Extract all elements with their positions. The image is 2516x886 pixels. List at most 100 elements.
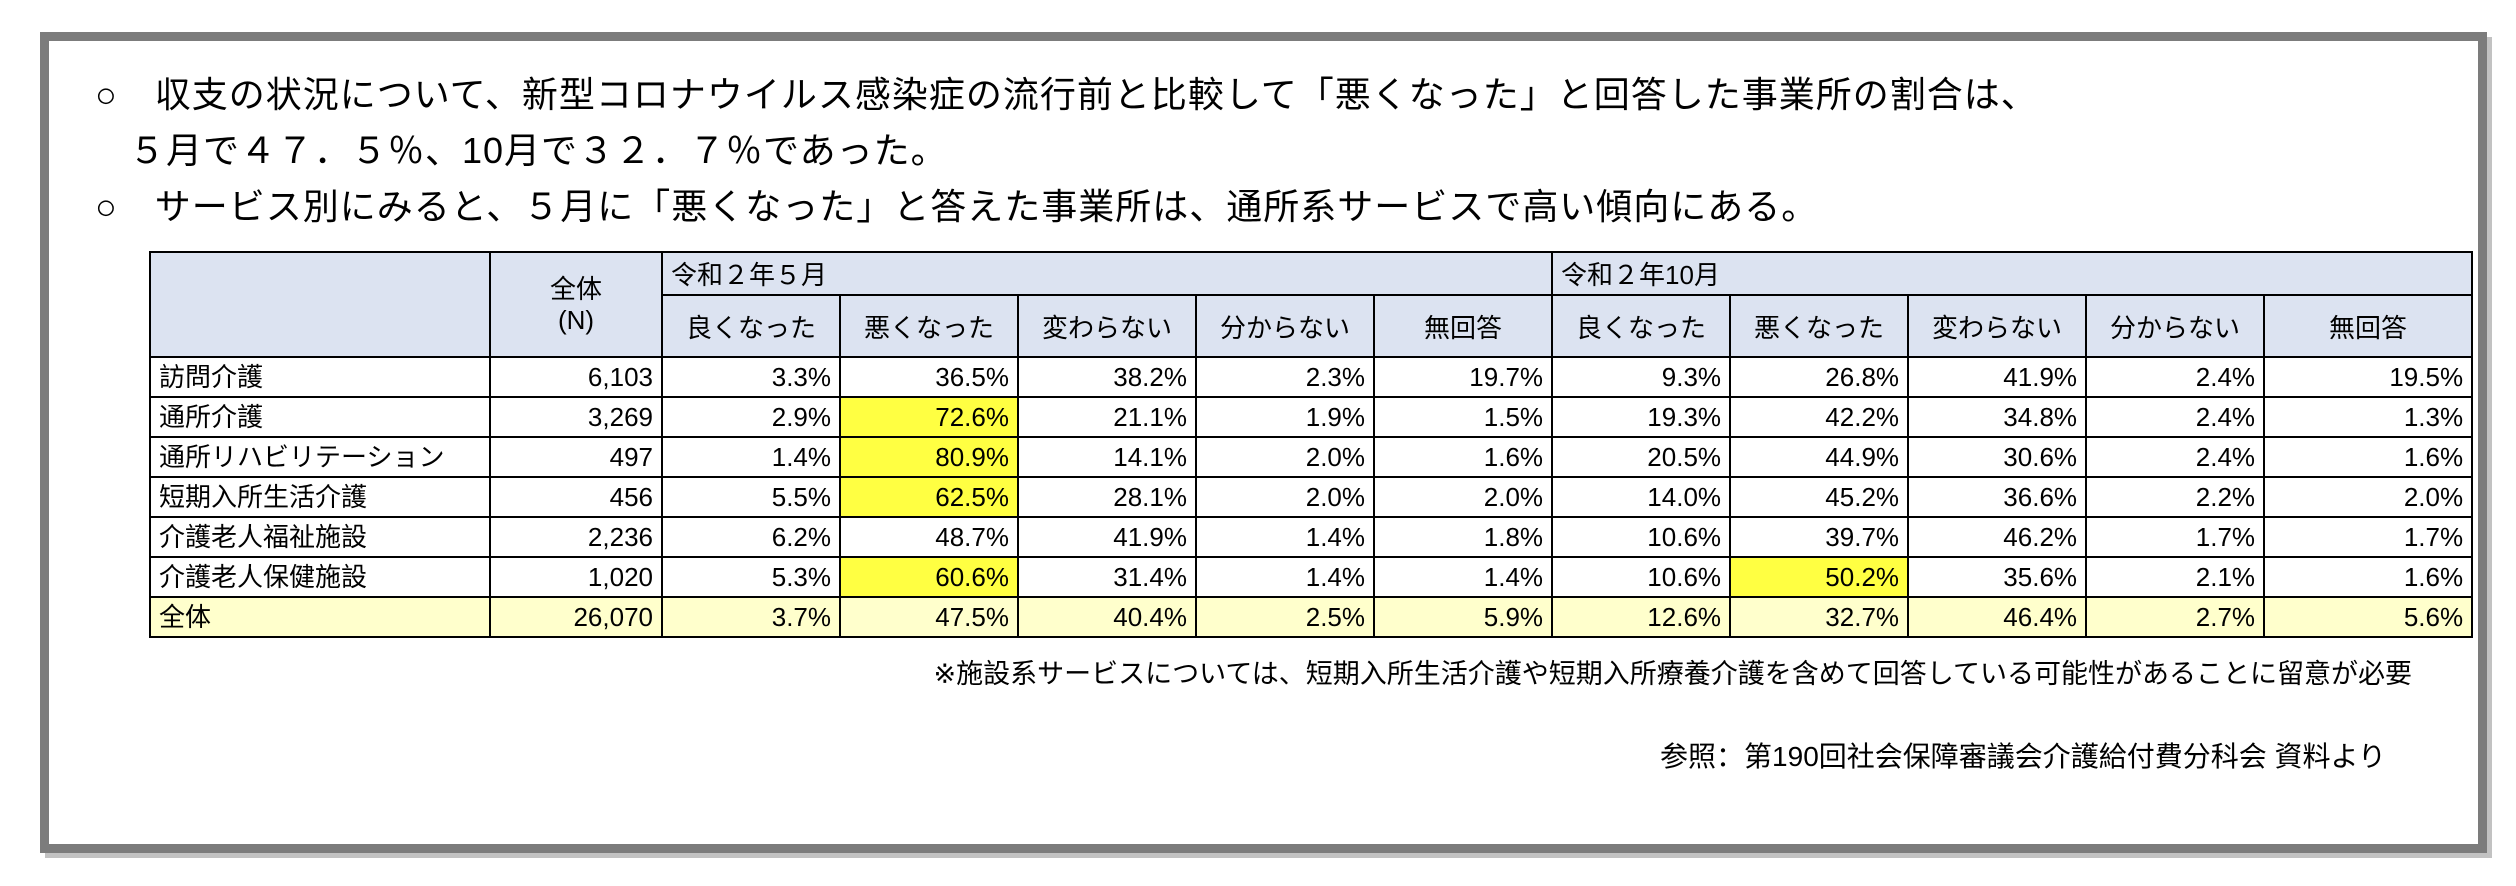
percent-cell-oct-3: 2.4% bbox=[2085, 356, 2266, 398]
percent-cell-may-2: 31.4% bbox=[1017, 556, 1197, 598]
table-row: 通所介護 3,269 2.9% 72.6% 21.1% 1.9% 1.5% 19.3% 42.2… bbox=[149, 396, 2474, 438]
survey-table-body: 訪問介護 6,103 3.3% 36.5% 38.2% 2.3% 19.7% 9.3% 26.8… bbox=[149, 356, 2474, 638]
percent-cell-oct-0: 9.3% bbox=[1551, 356, 1732, 398]
column-header-oct-4: 無回答 bbox=[2263, 294, 2474, 358]
bullet-1-line-2: ５月で４７．５％、10月で３２．７％であった。 bbox=[129, 130, 948, 171]
percent-cell-may-1: 62.5% bbox=[839, 476, 1019, 518]
n-value: 26,070 bbox=[489, 596, 663, 638]
percent-cell-oct-2: 41.9% bbox=[1907, 356, 2088, 398]
percent-cell-oct-0: 10.6% bbox=[1551, 556, 1732, 598]
percent-cell-may-2: 28.1% bbox=[1017, 476, 1197, 518]
footnote: ※施設系サービスについては、短期入所生活介護や短期入所療養介護を含めて回答してい… bbox=[933, 659, 2412, 689]
table-row: 介護老人福祉施設 2,236 6.2% 48.7% 41.9% 1.4% 1.8% 10.6%… bbox=[149, 516, 2474, 558]
percent-cell-may-4: 1.4% bbox=[1372, 556, 1554, 598]
table-row: 短期入所生活介護 456 5.5% 62.5% 28.1% 2.0% 2.0% 14.0% 45… bbox=[149, 476, 2474, 518]
bullet-1-line-1: ○ 収支の状況について、新型コロナウイルス感染症の流行前と比較して「悪くなった」… bbox=[95, 74, 2038, 115]
table-row: 介護老人保健施設 1,020 5.3% 60.6% 31.4% 1.4% 1.4% 10.6%… bbox=[149, 556, 2474, 598]
percent-cell-may-2: 21.1% bbox=[1017, 396, 1197, 438]
table-row-total: 全体 26,070 3.7% 47.5% 40.4% 2.5% 5.9% 12.6% 32.7%… bbox=[149, 596, 2474, 638]
survey-table: 全体 (N) 令和２年５月 令和２年10月 良くなった 悪くなった 変わらない 分からない 無回… bbox=[149, 251, 2474, 638]
n-value: 456 bbox=[489, 476, 663, 518]
row-label: 通所介護 bbox=[149, 396, 491, 438]
percent-cell-oct-0: 12.6% bbox=[1551, 596, 1732, 638]
column-header-may-4: 無回答 bbox=[1372, 294, 1554, 358]
column-header-oct-0: 良くなった bbox=[1551, 294, 1732, 358]
percent-cell-oct-2: 30.6% bbox=[1907, 436, 2088, 478]
percent-cell-oct-3: 2.4% bbox=[2085, 396, 2266, 438]
percent-cell-may-1: 80.9% bbox=[839, 436, 1019, 478]
percent-cell-oct-1: 42.2% bbox=[1729, 396, 1910, 438]
percent-cell-may-1: 60.6% bbox=[839, 556, 1019, 598]
percent-cell-may-3: 2.0% bbox=[1195, 476, 1375, 518]
n-value: 6,103 bbox=[489, 356, 663, 398]
percent-cell-oct-0: 19.3% bbox=[1551, 396, 1732, 438]
percent-cell-oct-4: 5.6% bbox=[2263, 596, 2474, 638]
percent-cell-may-4: 19.7% bbox=[1372, 356, 1554, 398]
n-column-header: 全体 (N) bbox=[489, 251, 663, 358]
percent-cell-oct-4: 19.5% bbox=[2263, 356, 2474, 398]
n-header-line-2: (N) bbox=[557, 304, 595, 335]
row-label: 通所リハビリテーション bbox=[149, 436, 491, 478]
survey-table-container: 全体 (N) 令和２年５月 令和２年10月 良くなった 悪くなった 変わらない 分からない 無回… bbox=[149, 251, 2478, 638]
percent-cell-oct-4: 1.6% bbox=[2263, 556, 2474, 598]
percent-cell-oct-2: 46.2% bbox=[1907, 516, 2088, 558]
percent-cell-may-4: 1.5% bbox=[1372, 396, 1554, 438]
percent-cell-may-0: 1.4% bbox=[661, 436, 841, 478]
percent-cell-oct-1: 39.7% bbox=[1729, 516, 1910, 558]
percent-cell-may-1: 48.7% bbox=[839, 516, 1019, 558]
row-label: 介護老人福祉施設 bbox=[149, 516, 491, 558]
percent-cell-may-0: 3.7% bbox=[661, 596, 841, 638]
period-header-may: 令和２年５月 bbox=[660, 251, 1554, 296]
percent-cell-may-2: 38.2% bbox=[1017, 356, 1197, 398]
percent-cell-may-3: 2.0% bbox=[1195, 436, 1375, 478]
summary-notes: ○ 収支の状況について、新型コロナウイルス感染症の流行前と比較して「悪くなった」… bbox=[49, 41, 2478, 235]
n-value: 497 bbox=[489, 436, 663, 478]
percent-cell-may-0: 5.3% bbox=[661, 556, 841, 598]
percent-cell-oct-4: 1.6% bbox=[2263, 436, 2474, 478]
percent-cell-may-4: 1.8% bbox=[1372, 516, 1554, 558]
percent-cell-may-3: 2.3% bbox=[1195, 356, 1375, 398]
percent-cell-oct-3: 1.7% bbox=[2085, 516, 2266, 558]
percent-cell-may-0: 6.2% bbox=[661, 516, 841, 558]
row-label: 介護老人保健施設 bbox=[149, 556, 491, 598]
survey-table-head: 全体 (N) 令和２年５月 令和２年10月 良くなった 悪くなった 変わらない 分からない 無回… bbox=[149, 251, 2474, 358]
percent-cell-oct-2: 34.8% bbox=[1907, 396, 2088, 438]
corner-cell bbox=[149, 251, 491, 358]
percent-cell-may-1: 47.5% bbox=[839, 596, 1019, 638]
percent-cell-may-4: 1.6% bbox=[1372, 436, 1554, 478]
percent-cell-may-2: 41.9% bbox=[1017, 516, 1197, 558]
percent-cell-oct-4: 2.0% bbox=[2263, 476, 2474, 518]
percent-cell-oct-4: 1.7% bbox=[2263, 516, 2474, 558]
percent-cell-oct-1: 26.8% bbox=[1729, 356, 1910, 398]
row-label: 短期入所生活介護 bbox=[149, 476, 491, 518]
percent-cell-may-1: 72.6% bbox=[839, 396, 1019, 438]
row-label: 全体 bbox=[149, 596, 491, 638]
table-row: 訪問介護 6,103 3.3% 36.5% 38.2% 2.3% 19.7% 9.3% 26.8… bbox=[149, 356, 2474, 398]
percent-cell-oct-1: 50.2% bbox=[1729, 556, 1910, 598]
percent-cell-oct-1: 45.2% bbox=[1729, 476, 1910, 518]
percent-cell-oct-2: 35.6% bbox=[1907, 556, 2088, 598]
percent-cell-may-0: 3.3% bbox=[661, 356, 841, 398]
reference-source: 参照：第190回社会保障審議会介護給付費分科会 資料より bbox=[1660, 741, 2386, 772]
column-header-may-0: 良くなった bbox=[661, 294, 841, 358]
n-header-line-1: 全体 bbox=[549, 273, 602, 304]
percent-cell-oct-0: 20.5% bbox=[1551, 436, 1732, 478]
percent-cell-oct-1: 32.7% bbox=[1729, 596, 1910, 638]
percent-cell-may-3: 2.5% bbox=[1195, 596, 1375, 638]
percent-cell-oct-2: 36.6% bbox=[1907, 476, 2088, 518]
percent-cell-oct-3: 2.4% bbox=[2085, 436, 2266, 478]
n-value: 3,269 bbox=[489, 396, 663, 438]
row-label: 訪問介護 bbox=[149, 356, 491, 398]
percent-cell-may-2: 14.1% bbox=[1017, 436, 1197, 478]
period-header-oct: 令和２年10月 bbox=[1551, 251, 2474, 296]
column-header-oct-3: 分からない bbox=[2085, 294, 2266, 358]
column-header-oct-1: 悪くなった bbox=[1729, 294, 1910, 358]
n-value: 2,236 bbox=[489, 516, 663, 558]
percent-cell-may-0: 5.5% bbox=[661, 476, 841, 518]
column-header-may-3: 分からない bbox=[1195, 294, 1375, 358]
percent-cell-may-4: 5.9% bbox=[1372, 596, 1554, 638]
n-value: 1,020 bbox=[489, 556, 663, 598]
percent-cell-oct-0: 14.0% bbox=[1551, 476, 1732, 518]
percent-cell-oct-2: 46.4% bbox=[1907, 596, 2088, 638]
percent-cell-oct-3: 2.7% bbox=[2085, 596, 2266, 638]
